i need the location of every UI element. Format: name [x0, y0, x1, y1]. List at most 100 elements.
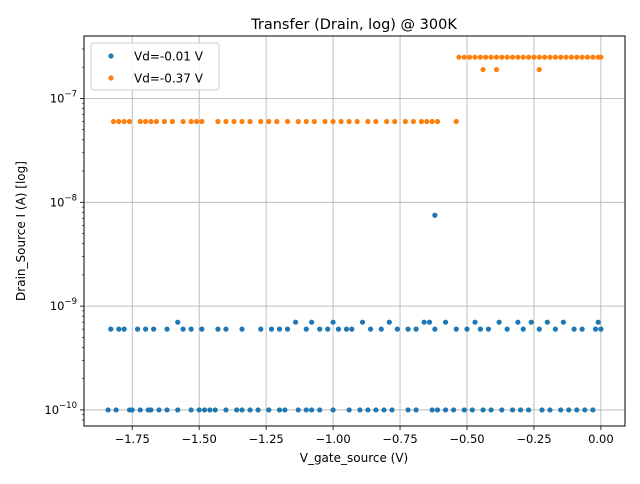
- series-2-point: [434, 118, 441, 125]
- y-axis-label: Drain_Source I (A) [log]: [14, 161, 28, 301]
- series-1-point: [485, 326, 492, 332]
- series-1-point: [566, 407, 572, 413]
- series-1-point: [239, 407, 245, 413]
- series-1-point: [525, 407, 532, 413]
- series-2-point: [579, 54, 585, 60]
- series-2-point: [598, 54, 604, 60]
- series-1-point: [394, 326, 400, 332]
- series-2-point: [384, 118, 390, 125]
- series-1-point: [520, 326, 526, 332]
- series-1-point: [367, 326, 374, 332]
- series-2-point: [247, 118, 253, 125]
- x-tick-label: −1.00: [315, 432, 350, 446]
- series-2-point: [563, 54, 569, 60]
- series-1-point: [598, 326, 604, 332]
- series-2-point: [536, 54, 542, 60]
- legend-label: Vd=-0.01 V: [134, 50, 204, 64]
- series-1-point: [121, 326, 127, 332]
- series-1-point: [156, 407, 162, 413]
- series-1-point: [223, 407, 229, 413]
- legend-marker: [108, 75, 114, 81]
- series-1-point: [434, 407, 441, 413]
- series-1-point: [346, 407, 352, 413]
- series-1-point: [317, 407, 323, 413]
- x-axis-ticks: −1.75 −1.50 −1.25 −1.00 −0.75 −0.50 −0.25 0.00: [115, 426, 614, 446]
- series-1-point: [268, 326, 275, 332]
- series-1-point: [137, 407, 143, 413]
- series-1-point: [276, 326, 283, 332]
- series-2-point: [488, 54, 494, 60]
- series-1-point: [496, 319, 502, 325]
- series-2-point: [542, 54, 548, 60]
- series-1-point: [180, 326, 186, 332]
- series-1-point: [239, 326, 245, 332]
- series-1-point: [188, 407, 194, 413]
- series-2-point: [161, 118, 167, 125]
- series-1-point: [196, 407, 202, 413]
- series-2-point: [180, 118, 186, 125]
- series-2-point: [429, 118, 435, 125]
- series-2-point: [547, 54, 553, 60]
- series-2-point: [456, 54, 462, 60]
- series-2-point: [467, 54, 473, 60]
- x-tick-label: −1.50: [182, 432, 217, 446]
- x-axis-label: V_gate_source (V): [300, 451, 409, 465]
- series-2-point: [504, 54, 510, 60]
- series-2-point: [311, 118, 317, 125]
- series-2-point: [424, 118, 430, 125]
- series-2-point: [584, 54, 591, 60]
- series-1-point: [442, 319, 449, 325]
- y-tick-label: 10−9: [50, 297, 77, 313]
- series-2-point: [477, 54, 483, 60]
- series-1-point: [558, 407, 564, 413]
- series-2-point: [223, 118, 229, 125]
- series-1-point: [201, 407, 208, 413]
- series-1-point: [426, 319, 433, 325]
- series-2-point: [418, 118, 425, 125]
- series-2-point: [493, 54, 500, 60]
- x-tick-label: 0.00: [588, 432, 614, 446]
- series-1-point: [574, 407, 580, 413]
- series-1-point: [212, 407, 218, 413]
- series-1-point: [472, 319, 478, 325]
- series-1-point: [464, 326, 470, 332]
- y-tick-label: 10−8: [50, 193, 77, 209]
- series-1-point: [207, 407, 213, 413]
- series-2-point: [574, 54, 580, 60]
- series-2-point: [552, 54, 558, 60]
- series-1-point: [330, 407, 336, 413]
- series-2-point: [373, 118, 379, 125]
- series-2-point: [215, 118, 221, 125]
- series-2-point: [116, 118, 122, 125]
- series-2-point: [461, 54, 467, 60]
- series-2-point: [199, 118, 205, 125]
- y-tick-label: 10−10: [44, 401, 77, 417]
- series-2-point: [515, 54, 521, 60]
- series-1-point: [234, 407, 240, 413]
- series-1-point: [544, 319, 550, 325]
- x-tick-label: −0.75: [382, 432, 417, 446]
- series-1-point: [223, 326, 229, 332]
- series-2-point: [126, 118, 133, 125]
- x-tick-label: −0.50: [449, 432, 484, 446]
- series-2-point: [590, 54, 596, 60]
- series-2-point: [110, 118, 117, 125]
- series-1-point: [504, 326, 510, 332]
- series-2-point: [568, 54, 575, 60]
- series-2-point: [525, 54, 532, 60]
- series-1-point: [303, 326, 309, 332]
- series-1-point: [590, 407, 596, 413]
- series-1-point: [359, 319, 366, 325]
- series-1-point: [330, 319, 336, 325]
- series-1-point: [450, 407, 457, 413]
- series-1-point: [105, 407, 111, 413]
- series-2-point: [509, 54, 516, 60]
- series-1-point: [413, 407, 419, 413]
- series-1-point: [175, 319, 181, 325]
- series-1-point: [116, 326, 122, 332]
- series-2-point: [558, 54, 564, 60]
- series-2-point: [493, 66, 500, 73]
- series-2-point: [322, 118, 328, 125]
